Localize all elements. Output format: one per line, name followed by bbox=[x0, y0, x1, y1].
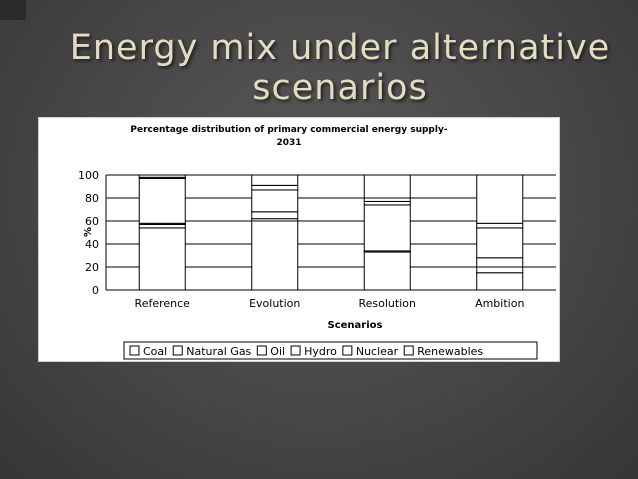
y-tick-label: 60 bbox=[85, 215, 99, 228]
y-tick-label: 40 bbox=[85, 238, 99, 251]
bar-segment bbox=[251, 184, 299, 191]
legend-swatch bbox=[256, 345, 267, 356]
bar-segment bbox=[476, 174, 524, 224]
legend-swatch bbox=[403, 345, 414, 356]
bar-segment bbox=[476, 257, 524, 268]
legend-label: Nuclear bbox=[356, 345, 399, 358]
stacked-bar-chart: Percentage distribution of primary comme… bbox=[78, 125, 556, 360]
x-tick-label: Evolution bbox=[249, 297, 300, 310]
corner-decoration bbox=[0, 0, 26, 20]
chart-title-line-2: 2031 bbox=[276, 138, 301, 148]
chart-title-line-1: Percentage distribution of primary comme… bbox=[130, 125, 447, 135]
y-axis-label: % bbox=[83, 227, 94, 237]
bar-segment bbox=[138, 174, 186, 178]
bar-segment bbox=[363, 197, 411, 202]
bar-segment bbox=[476, 266, 524, 274]
y-tick-label: 100 bbox=[78, 169, 99, 182]
bar-segment bbox=[251, 174, 299, 186]
bar-segment bbox=[251, 211, 299, 220]
y-tick-label: 0 bbox=[92, 284, 99, 297]
bar-segment bbox=[251, 220, 299, 291]
bar-segment bbox=[138, 223, 186, 229]
x-axis-ticks: Reference Evolution Resolution Ambition bbox=[135, 297, 525, 310]
bar-segment bbox=[138, 177, 186, 224]
legend-entries: Coal Natural Gas Oil Hydro Nuclear Renewables bbox=[129, 345, 483, 358]
x-tick-label: Ambition bbox=[475, 297, 524, 310]
x-tick-label: Reference bbox=[135, 297, 191, 310]
legend-label: Coal bbox=[143, 345, 167, 358]
slide-title-line-2: scenarios bbox=[252, 68, 428, 108]
chart-container: Percentage distribution of primary comme… bbox=[38, 117, 560, 362]
bar-segment bbox=[476, 227, 524, 259]
legend-frame bbox=[123, 341, 538, 360]
bar-segment bbox=[138, 227, 186, 291]
legend-label: Hydro bbox=[304, 345, 337, 358]
legend-swatch bbox=[290, 345, 301, 356]
legend-label: Oil bbox=[270, 345, 285, 358]
bar-segment bbox=[476, 222, 524, 229]
slide-title-line-1: Energy mix under alternative bbox=[69, 28, 611, 68]
y-tick-label: 80 bbox=[85, 192, 99, 205]
bars bbox=[138, 174, 524, 291]
bar-segment bbox=[363, 200, 411, 206]
y-tick-label: 20 bbox=[85, 261, 99, 274]
x-axis-label: Scenarios bbox=[328, 320, 383, 331]
slide-title: Energy mix under alternative scenarios bbox=[60, 28, 620, 108]
x-tick-label: Resolution bbox=[359, 297, 417, 310]
bar-segment bbox=[251, 189, 299, 213]
legend-swatch bbox=[342, 345, 353, 356]
bar-segment bbox=[476, 272, 524, 291]
bar-segment bbox=[363, 251, 411, 291]
legend: Coal Natural Gas Oil Hydro Nuclear Renewables bbox=[123, 341, 538, 360]
legend-label: Natural Gas bbox=[186, 345, 251, 358]
legend-swatch bbox=[172, 345, 183, 356]
bar-segment bbox=[363, 204, 411, 252]
legend-label: Renewables bbox=[417, 345, 483, 358]
bar-segment bbox=[363, 174, 411, 199]
legend-swatch bbox=[129, 345, 140, 356]
y-axis-ticks: 0 20 40 60 80 100 bbox=[78, 169, 99, 297]
